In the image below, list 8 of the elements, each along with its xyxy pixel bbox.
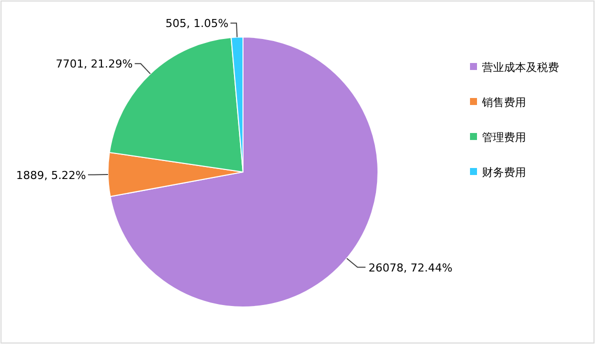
- legend-label: 财务费用: [482, 166, 526, 179]
- data-label: 26078, 72.44%: [368, 261, 452, 274]
- data-label: 505, 1.05%: [166, 17, 228, 30]
- legend-label: 销售费用: [481, 96, 526, 109]
- legend-label: 营业成本及税费: [482, 61, 559, 74]
- data-label: 1889, 5.22%: [16, 168, 86, 182]
- legend-label: 管理费用: [482, 131, 526, 144]
- data-label: 7701, 21.29%: [56, 58, 133, 71]
